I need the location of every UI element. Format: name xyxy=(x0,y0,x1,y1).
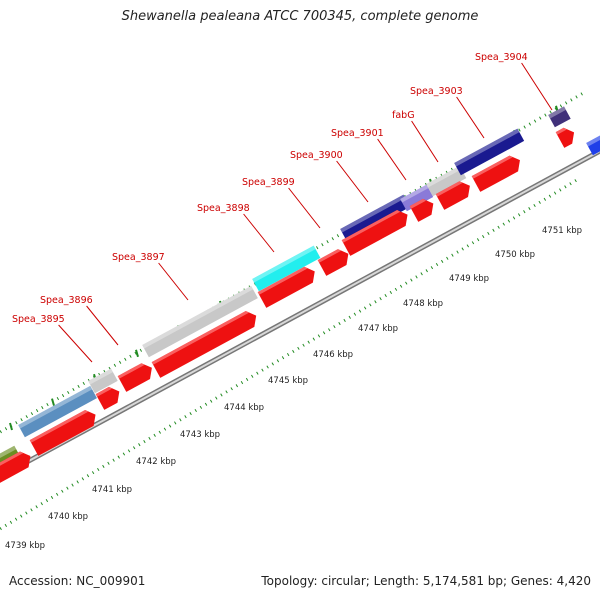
leader-line xyxy=(288,187,321,229)
leader-line xyxy=(411,120,439,163)
gene-label: Spea_3901 xyxy=(331,128,384,139)
outer-tick-ring xyxy=(0,90,586,434)
cds-arrow xyxy=(317,249,349,276)
cds-arrow xyxy=(341,210,408,256)
major-tick xyxy=(51,398,55,406)
gene-label: Spea_3903 xyxy=(410,86,463,97)
kbp-scale-labels: 4739 kbp 4740 kbp 4741 kbp 4742 kbp 4743 kbp… xyxy=(5,226,582,551)
cds-arrow xyxy=(471,155,520,192)
leader-line xyxy=(521,62,553,111)
kbp-label: 4748 kbp xyxy=(403,299,443,309)
cds-arrow xyxy=(435,181,470,210)
blue-feature-edge xyxy=(586,133,600,156)
leader-line xyxy=(158,262,189,301)
cds-arrow xyxy=(151,311,257,378)
cds-arrow xyxy=(409,198,434,222)
gene-label: Spea_3897 xyxy=(112,252,165,263)
kbp-label: 4739 kbp xyxy=(5,541,45,551)
gene-label: Spea_3898 xyxy=(197,203,250,214)
genome-backbone xyxy=(0,148,600,480)
leader-line xyxy=(336,160,369,203)
genome-title: Shewanella pealeana ATCC 700345, complet… xyxy=(121,9,479,24)
gene-label: fabG xyxy=(392,110,415,121)
gray-feature-fabG xyxy=(426,165,467,197)
lavender-feature-3901 xyxy=(400,184,434,212)
gene-label: Spea_3895 xyxy=(12,314,65,325)
purple-feature-3904 xyxy=(548,106,571,128)
cds-arrow xyxy=(0,451,31,486)
gray-feature-3896 xyxy=(88,368,118,394)
genome-summary-text: Topology: circular; Length: 5,174,581 bp… xyxy=(261,574,591,588)
gene-labels: Spea_3895 Spea_3896 Spea_3897 Spea_3898 Spea… xyxy=(12,52,528,325)
major-tick xyxy=(9,422,13,431)
kbp-label: 4745 kbp xyxy=(268,376,308,386)
gene-label: Spea_3900 xyxy=(290,150,343,161)
kbp-label: 4747 kbp xyxy=(358,324,398,334)
leader-line xyxy=(243,213,275,253)
gene-label: Spea_3899 xyxy=(242,177,295,188)
accession-text: Accession: NC_009901 xyxy=(9,574,146,588)
gray-feature-3897 xyxy=(142,285,258,358)
inner-tick-ring xyxy=(0,176,581,531)
cyan-feature-3898 xyxy=(252,245,321,292)
kbp-label: 4750 kbp xyxy=(495,250,535,260)
major-tick xyxy=(135,349,139,358)
leader-line xyxy=(456,96,485,139)
kbp-label: 4740 kbp xyxy=(48,512,88,522)
olive-feature xyxy=(0,445,21,474)
kbp-label: 4751 kbp xyxy=(542,226,582,236)
gene-label: Spea_3896 xyxy=(40,295,93,306)
kbp-label: 4743 kbp xyxy=(180,430,220,440)
kbp-label: 4749 kbp xyxy=(449,274,489,284)
kbp-label: 4744 kbp xyxy=(224,403,264,413)
cds-arrow xyxy=(95,386,120,410)
cds-arrow xyxy=(29,410,96,456)
navy-feature-3903 xyxy=(454,128,525,176)
gene-label: Spea_3904 xyxy=(475,52,528,63)
steelblue-feature xyxy=(18,385,97,438)
kbp-label: 4742 kbp xyxy=(136,457,176,467)
navy-feature-3900 xyxy=(340,194,411,242)
leader-line xyxy=(86,305,119,346)
kbp-label: 4741 kbp xyxy=(92,485,132,495)
label-leader-lines xyxy=(58,62,553,363)
kbp-label: 4746 kbp xyxy=(313,350,353,360)
cds-arrow xyxy=(555,127,575,148)
leader-line xyxy=(377,138,407,181)
leader-line xyxy=(58,324,93,363)
feature-track xyxy=(0,106,600,486)
cds-arrow xyxy=(117,363,152,392)
cds-arrow xyxy=(257,266,315,308)
